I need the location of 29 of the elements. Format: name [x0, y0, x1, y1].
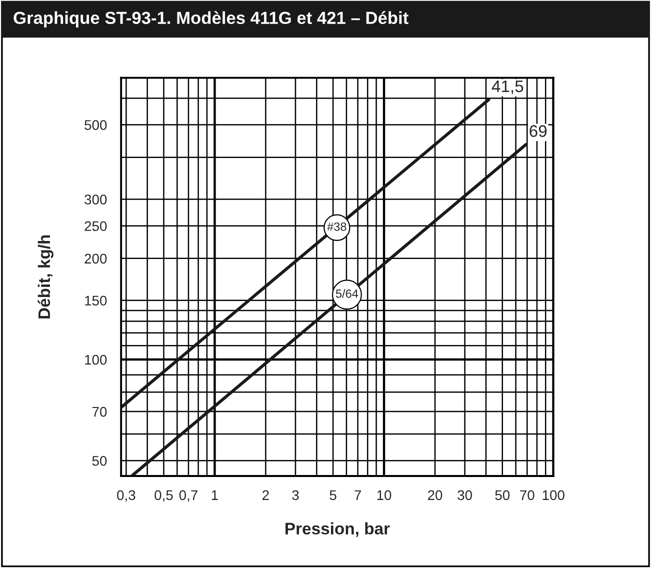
- x-tick-label: 0,3: [117, 490, 136, 502]
- x-tick-label: 0,5: [154, 490, 173, 502]
- y-tick-label: 250: [84, 221, 107, 232]
- y-tick-label: 150: [85, 296, 107, 306]
- chart-title: Graphique ST-93-1. Modèles 411G et 421 – Débit: [14, 11, 408, 28]
- x-tick-label: 2: [262, 490, 269, 500]
- y-axis-title: Débit, kg/h: [38, 235, 54, 318]
- series-label: 69: [530, 125, 547, 137]
- x-tick-label: 30: [458, 490, 472, 500]
- x-tick-label: 50: [495, 490, 510, 500]
- x-tick-label: 5: [330, 490, 336, 500]
- annotation: #38: [327, 222, 346, 231]
- y-tick-label: 200: [84, 254, 107, 264]
- x-tick-label: 10: [377, 490, 392, 500]
- x-tick-label: 70: [520, 490, 534, 500]
- annotation: 5/64: [336, 289, 358, 298]
- y-tick-label: 500: [84, 120, 107, 130]
- series-label: 41,5: [492, 80, 524, 94]
- x-tick-label: 100: [542, 490, 564, 500]
- x-tick-label: 3: [292, 490, 299, 500]
- y-tick-label: 300: [84, 194, 107, 204]
- x-tick-label: 20: [428, 490, 442, 500]
- y-tick-label: 70: [92, 406, 107, 417]
- x-axis-title: Pression, bar: [286, 522, 390, 537]
- x-tick-label: 0,7: [179, 490, 198, 502]
- x-tick-label: 1: [212, 490, 218, 500]
- y-tick-label: 100: [85, 354, 107, 365]
- y-tick-label: 50: [92, 456, 107, 466]
- x-tick-label: 7: [354, 490, 361, 500]
